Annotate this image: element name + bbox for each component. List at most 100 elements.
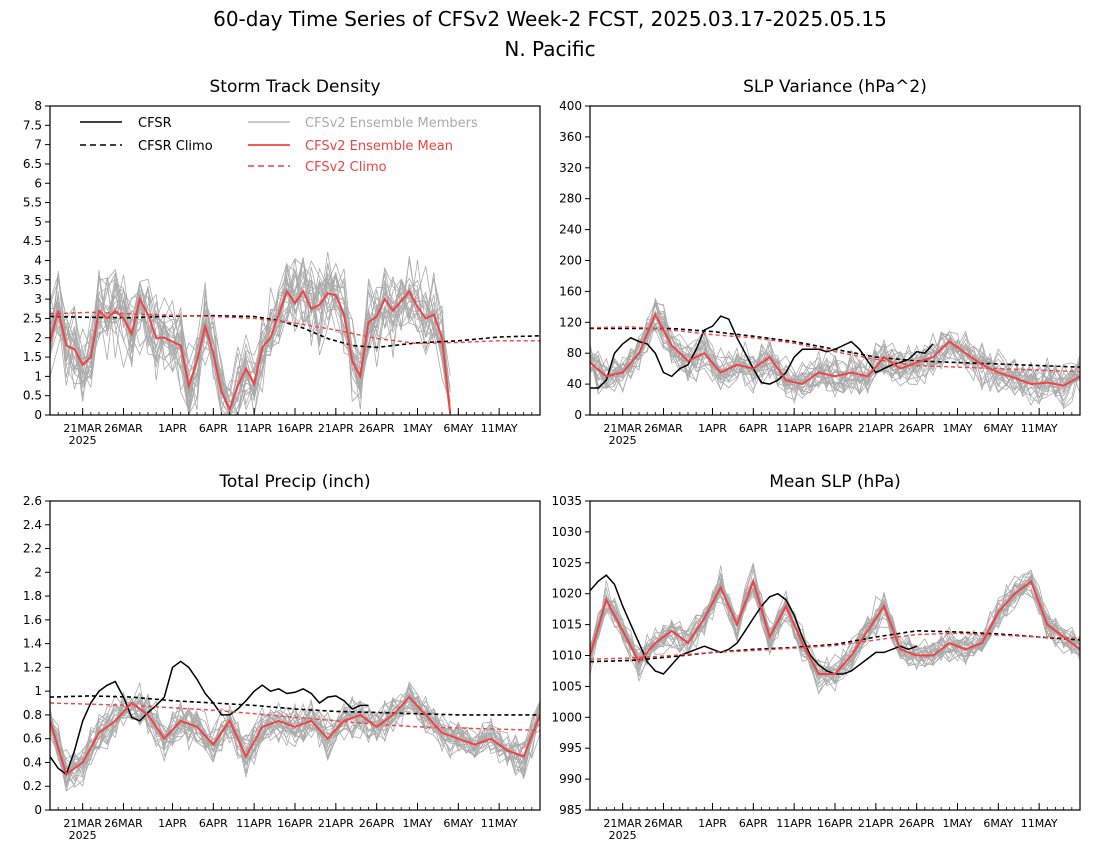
ensemble-member-line [50, 690, 540, 792]
y-tick-label: 0 [574, 408, 582, 422]
x-tick-label: 6MAY [983, 817, 1013, 830]
y-tick-label: 0 [34, 803, 42, 817]
y-tick-label: 0.8 [23, 708, 42, 722]
x-tick-label: 1APR [158, 422, 187, 435]
figure-title: 60-day Time Series of CFSv2 Week-2 FCST,… [213, 7, 887, 31]
cfsr-climo-line [50, 314, 540, 349]
y-tick-label: 1.4 [23, 637, 42, 651]
x-tick-label: 26MAR [104, 817, 143, 830]
x-year-label: 2025 [69, 434, 97, 447]
cfsv2-climo-line [590, 326, 1080, 373]
x-tick-label: 1MAY [943, 817, 973, 830]
x-tick-label: 21APR [318, 817, 354, 830]
x-year-label: 2025 [609, 829, 637, 842]
cfsr-line [590, 315, 934, 389]
ensemble-member-line [50, 264, 451, 415]
x-tick-label: 21MAR [63, 817, 102, 830]
y-tick-label: 1.5 [23, 350, 42, 364]
x-tick-label: 6APR [739, 422, 768, 435]
ensemble-member-line [590, 577, 1080, 683]
y-tick-label: 80 [567, 346, 582, 360]
x-tick-label: 26APR [899, 422, 935, 435]
x-tick-label: 11MAY [1021, 817, 1058, 830]
y-tick-label: 2 [34, 565, 42, 579]
panel-mean-slp: Mean SLP (hPa) 985 990 995 1000 1005 1010 1015… [551, 472, 1081, 842]
y-tick-label: 0 [34, 408, 42, 422]
y-tick-label: 3.5 [23, 273, 42, 287]
ensemble-mean-line [590, 312, 1080, 387]
y-tick-label: 1030 [551, 525, 582, 539]
panel-title: Storm Track Density [209, 77, 380, 97]
x-tick-label: 21MAR [603, 817, 642, 830]
x-year-label: 2025 [609, 434, 637, 447]
x-year-label: 2025 [69, 829, 97, 842]
x-tick-label: 26MAR [644, 817, 683, 830]
legend-label-cfsv2-climo: CFSv2 Climo [305, 160, 387, 175]
legend-label-cfsr-climo: CFSR Climo [138, 139, 213, 154]
x-tick-label: 21APR [858, 422, 894, 435]
ensemble-member-line [590, 323, 1080, 398]
y-tick-label: 5 [34, 215, 42, 229]
ensemble-member-line [50, 269, 451, 409]
ensemble-member-line [590, 573, 1080, 676]
y-tick-label: 240 [559, 223, 582, 237]
x-tick-label: 1MAY [403, 817, 433, 830]
x-tick-label: 16APR [817, 817, 853, 830]
y-tick-label: 7.5 [23, 118, 42, 132]
panel-total-precip: Total Precip (inch) 0 0.2 0.4 0.6 0.8 1 1.2 1.4… [23, 472, 541, 842]
panel-title: SLP Variance (hPa^2) [743, 77, 927, 97]
plot-area [50, 660, 540, 792]
y-tick-label: 280 [559, 192, 582, 206]
x-tick-label: 6APR [739, 817, 768, 830]
cfsr-line [50, 660, 369, 776]
cfsv2-climo-line [50, 311, 540, 345]
legend-label-ens-mean: CFSv2 Ensemble Mean [305, 139, 453, 154]
y-tick-label: 0.2 [23, 779, 42, 793]
x-tick-label: 6MAY [443, 422, 473, 435]
x-tick-label: 21MAR [63, 422, 102, 435]
y-tick-label: 1.8 [23, 589, 42, 603]
y-tick-label: 1015 [551, 618, 582, 632]
y-tick-label: 6 [34, 176, 42, 190]
y-tick-label: 160 [559, 284, 582, 298]
ensemble-member-line [50, 692, 540, 769]
panel-title: Total Precip (inch) [218, 472, 370, 492]
plot-area [50, 251, 540, 415]
y-tick-label: 2.4 [23, 518, 42, 532]
x-tick-label: 26APR [899, 817, 935, 830]
x-tick-label: 11APR [776, 817, 812, 830]
y-tick-label: 0.6 [23, 732, 42, 746]
panel-slp-variance: SLP Variance (hPa^2) 0 40 80 120 160 200 240 28… [559, 77, 1081, 447]
x-tick-label: 21MAR [603, 422, 642, 435]
ensemble-member-line [50, 259, 451, 415]
y-tick-label: 1005 [551, 679, 582, 693]
ensemble-member-line [590, 312, 1080, 402]
cfsv2-climo-line [590, 632, 1080, 660]
y-tick-label: 1.2 [23, 660, 42, 674]
cfsr-climo-line [50, 695, 540, 716]
y-tick-label: 3 [34, 292, 42, 306]
y-tick-label: 360 [559, 130, 582, 144]
y-tick-label: 1025 [551, 556, 582, 570]
ensemble-member-line [50, 255, 451, 415]
x-tick-label: 1MAY [403, 422, 433, 435]
x-tick-label: 26APR [359, 422, 395, 435]
plot-area [590, 562, 1080, 695]
x-tick-label: 11MAY [481, 817, 518, 830]
y-tick-label: 995 [559, 741, 582, 755]
y-tick-label: 985 [559, 803, 582, 817]
x-tick-label: 1APR [158, 817, 187, 830]
ensemble-member-line [50, 258, 451, 415]
x-tick-label: 16APR [277, 422, 313, 435]
ensemble-mean-line [50, 695, 540, 776]
y-tick-label: 1035 [551, 494, 582, 508]
ensemble-member-line [590, 301, 1080, 394]
x-tick-label: 11APR [236, 817, 272, 830]
y-tick-label: 200 [559, 254, 582, 268]
x-tick-label: 6APR [199, 817, 228, 830]
y-tick-label: 40 [567, 377, 582, 391]
y-tick-label: 2.6 [23, 494, 42, 508]
ensemble-member-line [50, 272, 451, 414]
y-tick-label: 1010 [551, 649, 582, 663]
